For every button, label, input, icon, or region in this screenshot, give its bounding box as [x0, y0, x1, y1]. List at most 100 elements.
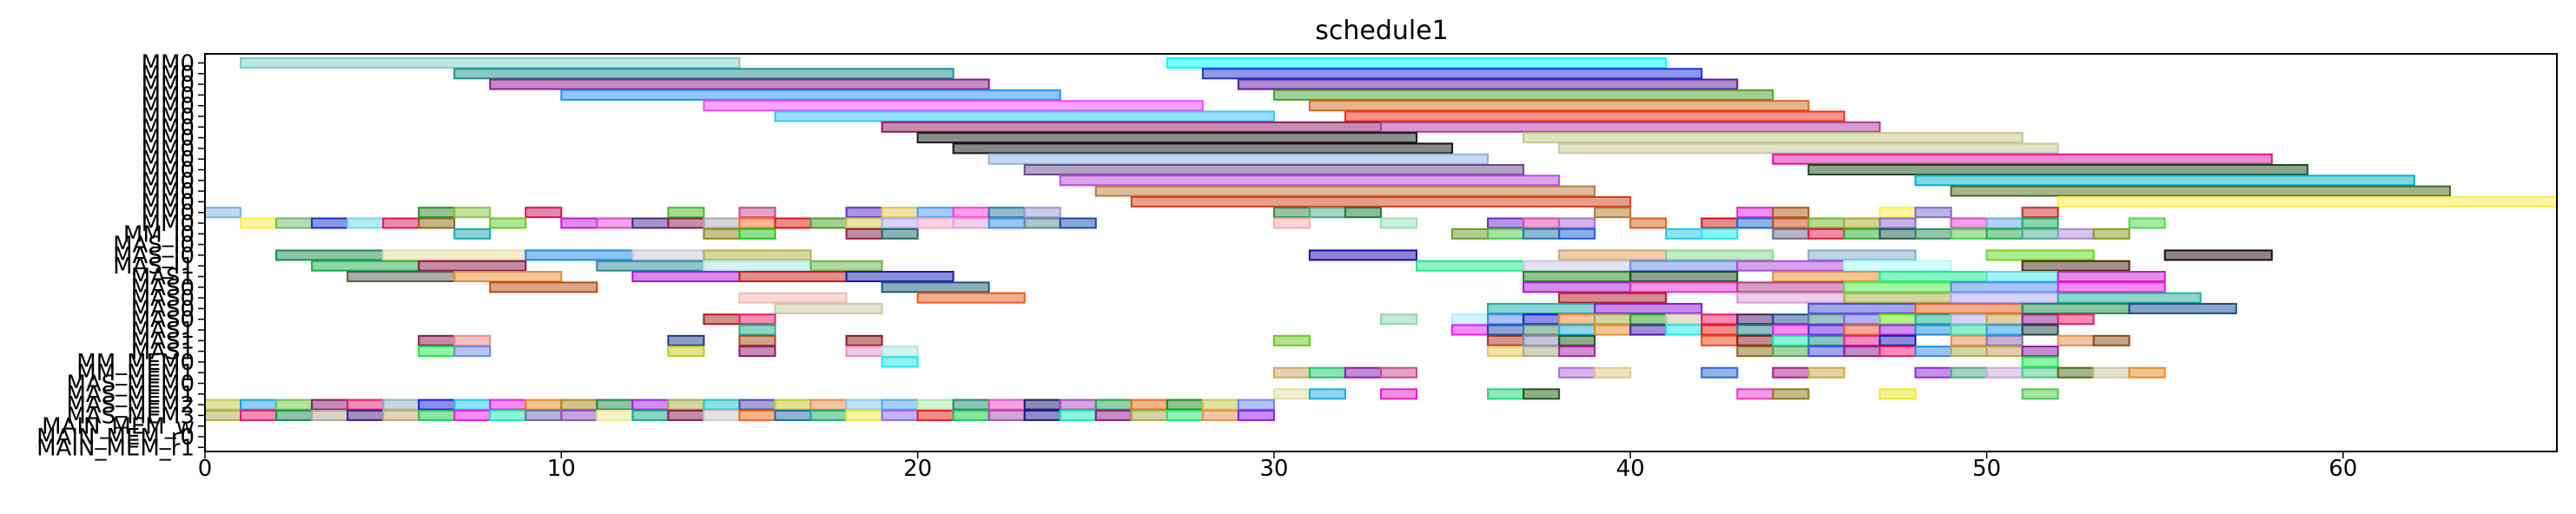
task-bar	[1914, 175, 2415, 187]
task-bar	[1807, 217, 1846, 229]
task-bar	[1772, 207, 1810, 219]
task-bar	[1522, 227, 1561, 240]
task-bar	[1879, 334, 1917, 346]
task-bar	[1772, 153, 2273, 165]
task-bar	[311, 399, 349, 411]
task-bar	[525, 399, 563, 411]
task-bar	[2092, 366, 2130, 379]
task-bar	[418, 409, 456, 421]
task-bar	[1272, 366, 1311, 379]
task-bar	[560, 89, 1061, 101]
y-tick-label: MM0	[142, 189, 195, 215]
task-bar	[1665, 324, 1703, 336]
task-bar	[275, 399, 314, 411]
task-bar	[1701, 227, 1739, 240]
task-bar	[1985, 346, 2024, 358]
task-bar	[1558, 217, 1596, 229]
task-bar	[1308, 366, 1346, 379]
x-tick-label: 60	[2328, 456, 2357, 482]
task-bar	[382, 399, 420, 411]
task-bar	[1843, 260, 1952, 272]
task-bar	[1736, 313, 1774, 326]
task-bar	[845, 346, 883, 358]
task-bar	[1380, 388, 1418, 400]
task-bar	[1629, 260, 1739, 272]
task-bar	[1166, 57, 1668, 69]
task-bar	[1772, 324, 1810, 336]
task-bar	[240, 217, 278, 229]
task-bar	[240, 57, 741, 69]
task-bar	[596, 399, 634, 411]
task-bar	[1201, 399, 1239, 411]
task-bar	[418, 207, 456, 219]
task-bar	[525, 249, 634, 261]
task-bar	[1094, 409, 1133, 421]
task-bar	[1380, 121, 1881, 133]
task-bar	[1736, 388, 1774, 400]
task-bar	[1344, 110, 1846, 122]
task-bar	[489, 399, 527, 411]
task-bar	[1558, 249, 1668, 261]
task-bar	[382, 249, 527, 261]
task-bar	[1950, 334, 1988, 346]
task-bar	[703, 409, 741, 421]
task-bar	[1629, 271, 1739, 282]
y-tick-label: MAS1	[131, 328, 195, 354]
task-bar	[418, 334, 456, 346]
task-bar	[1130, 195, 1632, 208]
task-bar	[1807, 313, 1846, 326]
task-bar	[1308, 100, 1810, 112]
task-bar	[916, 409, 954, 421]
task-bar	[1950, 185, 2451, 197]
task-bar	[1558, 324, 1596, 336]
task-bar	[1736, 292, 1846, 304]
task-bar	[2128, 366, 2166, 379]
task-bar	[1522, 388, 1561, 400]
task-bar	[1522, 313, 1561, 326]
task-bar	[667, 409, 705, 421]
task-bar	[1843, 217, 1881, 229]
task-bar	[1914, 313, 1952, 326]
task-bar	[1522, 346, 1561, 358]
task-bar	[1807, 302, 1917, 314]
task-bar	[2057, 292, 2202, 304]
task-bar	[1308, 249, 1418, 261]
task-bar	[1914, 366, 1952, 379]
task-bar	[1772, 388, 1810, 400]
task-bar	[1736, 334, 1774, 346]
task-bar	[1950, 366, 1988, 379]
task-bar	[453, 399, 492, 411]
task-bar	[240, 409, 278, 421]
task-bar	[1879, 227, 1917, 240]
y-tick-label: MM0	[142, 211, 195, 237]
task-bar	[738, 292, 848, 304]
task-bar	[1772, 271, 1881, 282]
task-bar	[489, 409, 527, 421]
task-bar	[1558, 292, 1668, 304]
task-bar	[1487, 346, 1525, 358]
task-bar	[1308, 388, 1346, 400]
task-bar	[1807, 227, 1846, 240]
task-bar	[952, 399, 990, 411]
task-bar	[1914, 346, 1952, 358]
y-tick-label: MM0	[142, 168, 195, 194]
task-bar	[1701, 334, 1739, 346]
task-bar	[2057, 281, 2166, 293]
task-bar	[1629, 313, 1668, 326]
task-bar	[1558, 142, 2059, 155]
task-bar	[525, 207, 563, 219]
y-tick-label: MM0	[142, 147, 195, 173]
task-bar	[1594, 313, 1632, 326]
y-tick-label: MM0	[142, 94, 195, 120]
task-bar	[453, 271, 563, 282]
task-bar	[1380, 366, 1418, 379]
task-bar	[1272, 388, 1311, 400]
y-tick-label: MAS1	[131, 265, 195, 291]
y-tick-label: MM0	[142, 72, 195, 98]
task-bar	[774, 399, 812, 411]
task-bar	[881, 356, 919, 368]
task-bar	[1522, 217, 1561, 229]
task-bar	[1522, 281, 1632, 293]
task-bar	[1736, 217, 1774, 229]
task-bar	[1344, 207, 1383, 219]
